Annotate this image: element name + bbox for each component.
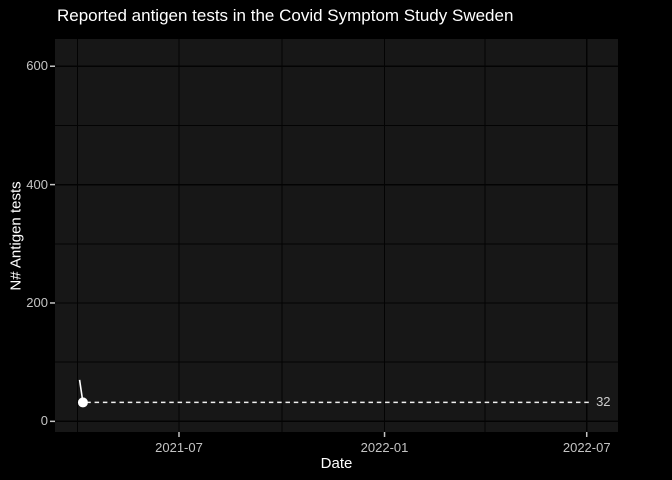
y-tick-label: 200 [26,294,48,310]
x-tick-label: 2022-01 [360,440,409,455]
chart-title: Reported antigen tests in the Covid Symp… [57,6,514,25]
axis-tick-marks [50,65,588,437]
grid-major [55,39,618,432]
data-point-marker [77,397,88,408]
y-tick-label: 0 [40,413,48,429]
y-tick-label: 400 [26,176,48,192]
x-tick-label: 2021-07 [155,440,203,455]
grid-minor [55,39,618,432]
y-tick-label: 600 [26,58,48,74]
y-axis-title: N# Antigen tests [7,180,25,291]
panel-background [55,39,618,432]
x-axis-title: Date [320,455,353,472]
annotation-value-label: 32 [596,394,611,410]
x-tick-label: 2022-07 [562,440,611,455]
